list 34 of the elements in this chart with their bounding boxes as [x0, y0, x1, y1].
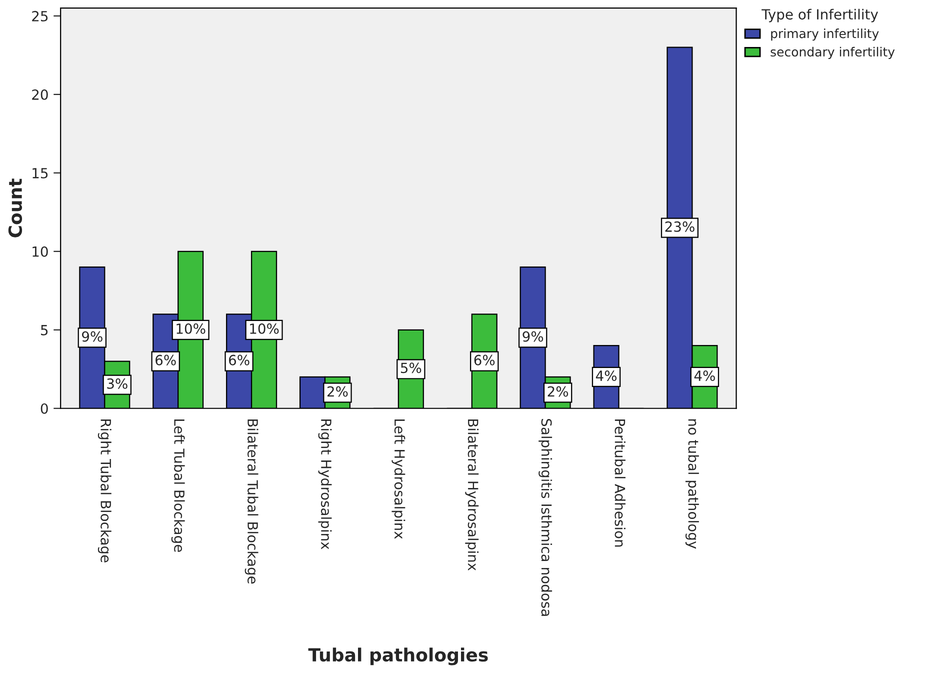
x-tick-label: Left Tubal Blockage — [171, 419, 185, 552]
data-label: 23% — [665, 221, 694, 232]
data-label: 3% — [107, 378, 128, 389]
data-label: 2% — [327, 386, 348, 397]
y-tick-label: 25 — [32, 10, 48, 22]
x-axis-title: Tubal pathologies — [308, 648, 488, 666]
data-label: 10% — [250, 323, 279, 334]
legend-title: Type of Infertility — [762, 8, 878, 22]
y-axis-title: Count — [8, 178, 22, 238]
legend-label: primary infertility — [771, 28, 879, 41]
x-tick-label: Right Hydrosalpinx — [318, 419, 332, 550]
x-tick-label: Salphingitis Isthmica nodosa — [538, 419, 552, 616]
data-label: 6% — [474, 354, 495, 366]
y-tick-label: 20 — [32, 89, 48, 100]
data-label: 6% — [156, 354, 176, 366]
y-tick-label: 5 — [41, 325, 48, 336]
data-label: 9% — [82, 331, 102, 342]
x-tick-label: Bilateral Tubal Blockage — [244, 419, 258, 584]
y-tick-label: 0 — [40, 403, 48, 414]
data-label: 9% — [522, 331, 544, 342]
x-tick-label: no tubal pathology — [685, 419, 699, 549]
x-tick-label: Right Tubal Blockage — [98, 419, 112, 562]
x-tick-label: Peritubal Adhesion — [614, 419, 626, 547]
data-label: 6% — [229, 354, 250, 366]
data-label: 5% — [400, 362, 422, 374]
y-tick-label: 10 — [32, 246, 48, 257]
x-tick-label: Left Hydrosalpinx — [392, 419, 406, 539]
data-label: 4% — [694, 370, 715, 382]
legend-label: secondary infertility — [770, 46, 895, 59]
data-label: 4% — [596, 370, 617, 382]
data-label: 2% — [548, 386, 568, 397]
data-label: 10% — [176, 323, 206, 334]
x-tick-label: Bilateral Hydrosalpinx — [465, 419, 479, 571]
y-tick-label: 15 — [32, 168, 48, 178]
